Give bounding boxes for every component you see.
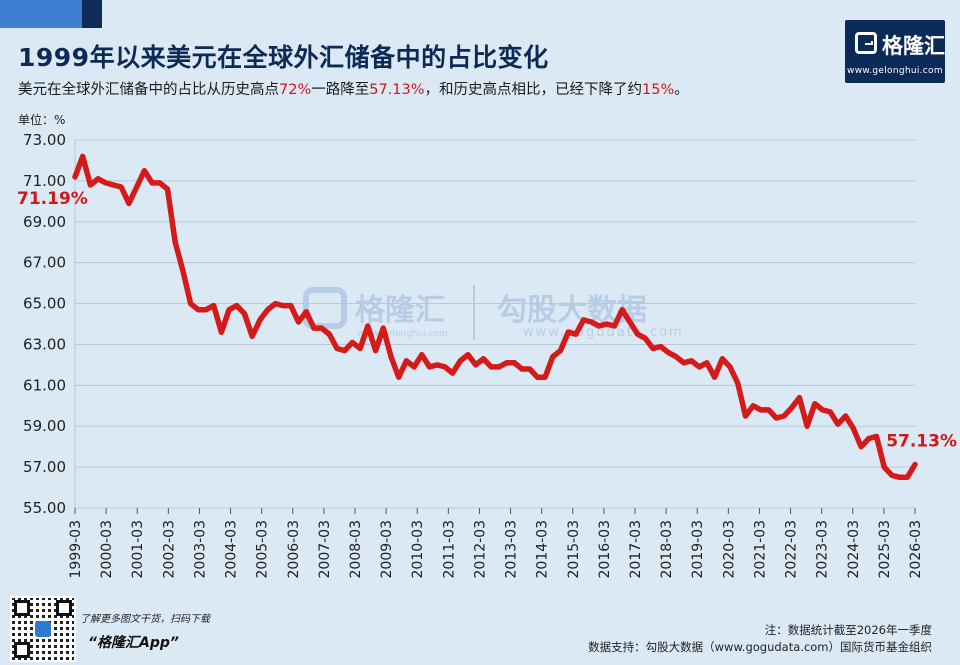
logo-url: www.gelonghui.com	[847, 66, 943, 76]
chart-title: 1999年以来美元在全球外汇储备中的占比变化	[18, 43, 549, 72]
x-tick-label: 2003-03	[192, 520, 208, 579]
x-tick-label: 2000-03	[99, 520, 115, 579]
x-tick-label: 2021-03	[752, 520, 768, 579]
y-tick-label: 59.00	[23, 417, 66, 435]
x-tick-label: 2002-03	[161, 520, 177, 579]
footer-tagline: 了解更多图文干货，扫码下载	[80, 614, 210, 625]
qr-code[interactable]	[10, 596, 76, 662]
y-tick-label: 63.00	[23, 335, 66, 353]
qr-finder-bottom-left	[14, 642, 30, 658]
x-tick-label: 2019-03	[690, 520, 706, 579]
x-tick-label: 2005-03	[255, 520, 271, 579]
end-value-label: 57.13%	[886, 431, 957, 451]
subtitle-highlight: 15%	[642, 82, 675, 98]
subtitle-text: 。	[674, 82, 689, 98]
x-tick-label: 2008-03	[348, 520, 364, 579]
y-tick-label: 69.00	[23, 213, 66, 231]
watermark-left-url: www.gelonghui.com	[357, 329, 448, 339]
x-tick-label: 2025-03	[877, 520, 893, 579]
x-tick-label: 2001-03	[130, 520, 146, 579]
data-source: 数据支持：勾股大数据（www.gogudata.com）国际货币基金组织	[588, 640, 932, 654]
watermark-left-text: 格隆汇	[355, 293, 445, 328]
subtitle-text: 美元在全球外汇储备中的占比从历史高点	[18, 82, 279, 98]
x-tick-label: 2009-03	[379, 520, 395, 579]
y-tick-label: 73.00	[23, 131, 66, 149]
data-note: 注：数据统计截至2026年一季度	[764, 623, 932, 637]
x-tick-label: 2022-03	[784, 520, 800, 579]
y-tick-label: 71.00	[23, 172, 66, 190]
x-tick-label: 2016-03	[597, 520, 613, 579]
qr-logo-icon	[35, 621, 51, 637]
series-line	[72, 153, 918, 481]
x-tick-label: 1999-03	[68, 520, 84, 579]
x-tick-label: 2024-03	[846, 520, 862, 579]
qr-finder-top-left	[14, 600, 30, 616]
footer-app-name: “格隆汇App”	[88, 635, 179, 651]
x-tick-label: 2026-03	[908, 520, 924, 579]
gelonghui-logo-icon	[855, 32, 877, 54]
watermark-logo-icon	[303, 287, 347, 329]
x-tick-label: 2015-03	[566, 520, 582, 579]
x-tick-label: 2011-03	[441, 520, 457, 579]
subtitle-highlight: 57.13%	[369, 82, 425, 98]
subtitle-text: 一路降至	[311, 82, 370, 98]
corner-accent-dark-bar	[82, 0, 102, 28]
x-tick-label: 2013-03	[504, 520, 520, 579]
y-unit-label: 单位：%	[18, 112, 65, 127]
start-value-label: 71.19%	[17, 189, 88, 209]
x-tick-label: 2012-03	[472, 520, 488, 579]
x-tick-label: 2006-03	[286, 520, 302, 579]
subtitle-text: ，和历史高点相比，已经下降了约	[424, 82, 643, 98]
x-tick-label: 2004-03	[224, 520, 240, 579]
y-tick-label: 65.00	[23, 295, 66, 313]
y-tick-label: 57.00	[23, 458, 66, 476]
gelonghui-logo: 格隆汇 www.gelonghui.com	[845, 20, 945, 83]
x-tick-label: 2010-03	[410, 520, 426, 579]
logo-name: 格隆汇	[882, 34, 945, 58]
qr-finder-top-right	[56, 600, 72, 616]
x-tick-label: 2020-03	[721, 520, 737, 579]
y-tick-label: 55.00	[23, 499, 66, 517]
y-tick-label: 67.00	[23, 254, 66, 272]
x-tick-label: 2007-03	[317, 520, 333, 579]
line-chart: 格隆汇 www.gelonghui.com 勾股大数据 www.gogudata…	[17, 112, 957, 579]
x-tick-label: 2014-03	[535, 520, 551, 579]
subtitle-highlight: 72%	[279, 82, 312, 98]
chart-subtitle: 美元在全球外汇储备中的占比从历史高点72%一路降至57.13%，和历史高点相比，…	[18, 78, 689, 99]
x-tick-label: 2018-03	[659, 520, 675, 579]
x-tick-label: 2023-03	[815, 520, 831, 579]
x-tick-label: 2017-03	[628, 520, 644, 579]
y-tick-label: 61.00	[23, 376, 66, 394]
